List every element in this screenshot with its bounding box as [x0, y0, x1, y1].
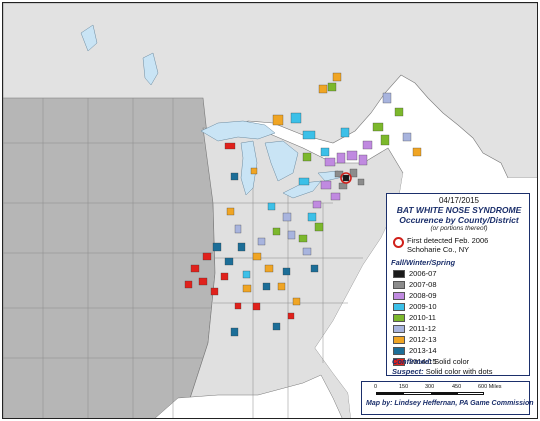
confirmed-value: Solid color	[434, 357, 470, 366]
legend-item-2006-07: 2006-07	[393, 269, 513, 279]
legend-item-2013-14: 2013-14	[393, 346, 513, 356]
legend-date: 04/17/2015	[438, 196, 480, 205]
scale-ticks: 0 150 300 450 600 Miles	[372, 384, 522, 392]
suspect-label: Suspect:	[392, 367, 424, 376]
swatch-2006-07	[393, 270, 405, 278]
western-us-land	[3, 97, 216, 418]
swatch-2007-08	[393, 281, 405, 289]
legend-label: 2013-14	[409, 346, 437, 355]
suspect-value: Solid color with dots	[425, 367, 493, 376]
lake-huron	[264, 140, 299, 182]
legend-label: 2012-13	[409, 335, 437, 344]
legend-label: 2009-10	[409, 302, 437, 311]
confirmed-label: Confirmed:	[392, 357, 432, 366]
scale-bar	[376, 392, 484, 395]
swatch-2013-14	[393, 347, 405, 355]
scale-tick: 450	[452, 384, 462, 390]
legend-label: 2014-15	[409, 357, 437, 366]
scale-tick: 150	[399, 384, 409, 390]
wns-occurrence-map	[3, 3, 537, 418]
great-lakes	[80, 24, 344, 199]
legend: 04/17/2015 BAT WHITE NOSE SYNDROME Occur…	[386, 193, 530, 376]
gulf-of-mexico	[154, 374, 343, 418]
lake-michigan	[240, 140, 258, 196]
lake-2	[80, 24, 98, 52]
legend-label: 2007-08	[409, 280, 437, 289]
swatch-2010-11	[393, 314, 405, 322]
first-detection-marker	[340, 172, 352, 184]
legend-subtitle: Occurence by County/District	[399, 215, 519, 225]
suspect-note: Suspect: Solid color with dots	[392, 367, 492, 376]
legend-note: (or portions thereof)	[430, 225, 488, 232]
map-credit: Map by: Lindsey Heffernan, PA Game Commi…	[366, 400, 534, 407]
wns-county-patches	[184, 72, 422, 337]
legend-item-2014-15: 2014-15	[393, 357, 513, 367]
scale-tick: 600 Miles	[478, 384, 502, 390]
legend-label: 2008-09	[409, 291, 437, 300]
legend-item-2010-11: 2010-11	[393, 313, 513, 323]
hudson-bay-lake	[142, 52, 159, 86]
first-detected-icon	[393, 237, 404, 248]
swatch-2009-10	[393, 303, 405, 311]
swatch-2011-12	[393, 325, 405, 333]
legend-title: BAT WHITE NOSE SYNDROME	[396, 205, 522, 215]
scale-tick: 300	[425, 384, 435, 390]
legend-item-2012-13: 2012-13	[393, 335, 513, 345]
legend-label: 2006-07	[409, 269, 437, 278]
legend-item-2011-12: 2011-12	[393, 324, 513, 334]
confirmed-note: Confirmed: Solid color	[392, 357, 469, 366]
legend-item-2009-10: 2009-10	[393, 302, 513, 312]
legend-label: 2010-11	[409, 313, 436, 322]
swatch-2012-13	[393, 336, 405, 344]
first-detected-text: First detected Feb. 2006	[407, 236, 489, 245]
swatch-2014-15	[393, 358, 405, 366]
season-heading: Fall/Winter/Spring	[391, 258, 456, 267]
legend-item-2007-08: 2007-08	[393, 280, 513, 290]
scale-tick: 0	[374, 384, 378, 390]
legend-label: 2011-12	[409, 324, 436, 333]
scale-and-credit: 0 150 300 450 600 Miles Map by: Lindsey …	[361, 381, 534, 415]
legend-item-2008-09: 2008-09	[393, 291, 513, 301]
first-detected-location: Schoharie Co., NY	[407, 245, 470, 254]
lake-superior	[200, 120, 276, 142]
swatch-2008-09	[393, 292, 405, 300]
